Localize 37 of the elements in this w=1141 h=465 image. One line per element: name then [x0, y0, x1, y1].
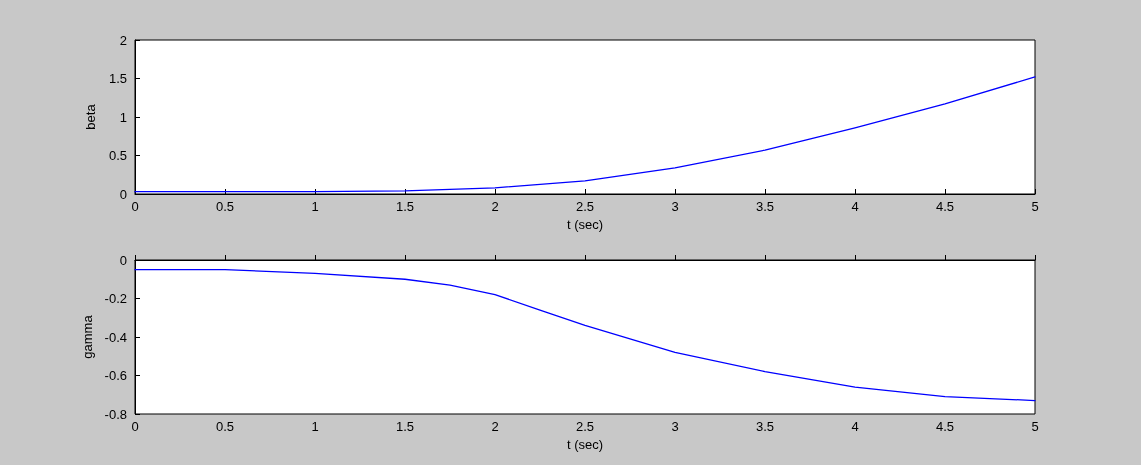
- x-tick-label: 4.5: [935, 199, 955, 214]
- x-tick-label: 0.5: [215, 419, 235, 434]
- x-tick-label: 1: [311, 419, 319, 434]
- x-tick-label: 3.5: [755, 419, 775, 434]
- x-tick-label: 5: [1031, 199, 1039, 214]
- y-tick-label: 0: [119, 186, 127, 202]
- y-tick-label: -0.8: [104, 406, 127, 422]
- x-tick-label: 0: [131, 419, 139, 434]
- y-tick-label: -0.6: [104, 368, 127, 383]
- line-series: [134, 268, 1036, 402]
- x-tick-label: 4: [851, 419, 859, 434]
- x-axis-title: t (sec): [566, 216, 604, 232]
- x-tick-label: 2.5: [575, 419, 595, 434]
- y-axis-title: beta: [83, 103, 98, 130]
- x-tick-label: 1.5: [395, 199, 415, 214]
- y-tick-label: 1.5: [108, 71, 127, 86]
- y-tick-label: -0.4: [104, 329, 127, 345]
- y-tick-label: 0.5: [108, 148, 127, 163]
- y-tick-label: -0.2: [104, 291, 127, 306]
- y-tick-label: 2: [119, 32, 127, 48]
- x-axis-title: t (sec): [566, 436, 604, 452]
- y-axis-title: gamma: [79, 314, 95, 359]
- x-tick-label: 2: [491, 199, 499, 214]
- y-tick-label: 1: [119, 109, 127, 125]
- x-tick-label: 4: [851, 199, 859, 214]
- y-tick-label: 0: [119, 252, 127, 268]
- x-tick-label: 1.5: [395, 419, 415, 434]
- x-tick-label: 3: [671, 199, 679, 214]
- x-tick-label: 0: [131, 199, 139, 214]
- x-tick-label: 0.5: [215, 199, 235, 214]
- x-tick-label: 5: [1031, 419, 1039, 434]
- x-tick-label: 1: [311, 199, 319, 214]
- x-tick-label: 4.5: [935, 419, 955, 434]
- x-tick-label: 2.5: [575, 199, 595, 214]
- x-tick-label: 3: [671, 419, 679, 434]
- x-tick-label: 3.5: [755, 199, 775, 214]
- x-tick-label: 2: [491, 419, 499, 434]
